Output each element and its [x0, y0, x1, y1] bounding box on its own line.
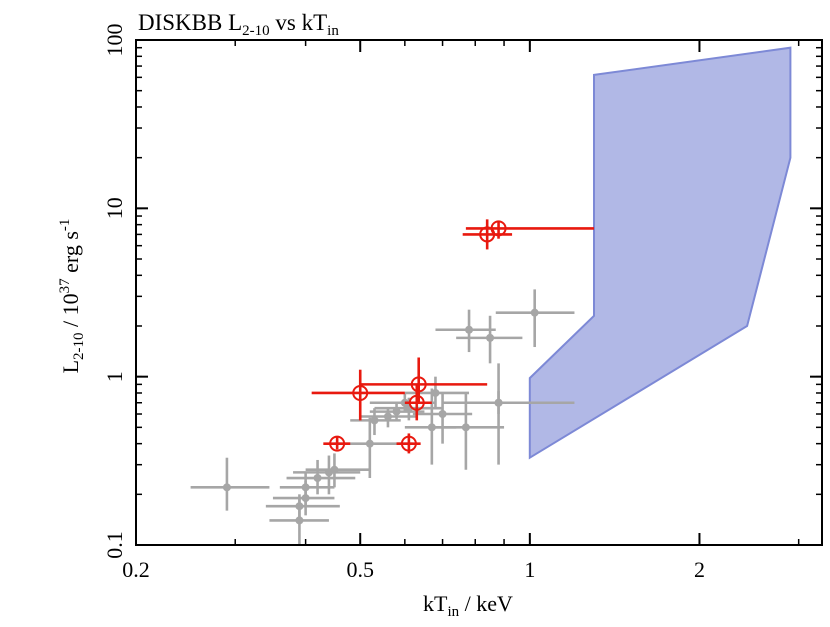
marker: [392, 407, 401, 416]
marker: [486, 333, 495, 342]
data-point-red-2: [311, 369, 405, 421]
marker: [530, 308, 539, 317]
data-point-red-1: [323, 435, 351, 452]
data-point-red-3: [396, 433, 421, 454]
marker: [465, 325, 474, 334]
marker: [352, 384, 369, 401]
plot-area: 0.2 0.5 1 2 0.1 1 10 100: [102, 24, 823, 582]
data-point-gray-8: [305, 453, 370, 488]
data-point-gray-3: [265, 494, 340, 521]
data-point-gray-20: [456, 315, 523, 364]
marker: [222, 483, 231, 492]
data-point-gray-22: [459, 391, 542, 415]
marker: [330, 465, 339, 474]
marker: [329, 435, 346, 452]
data-point-gray-23: [495, 289, 575, 348]
data-point-gray-18: [435, 392, 505, 470]
marker: [365, 439, 374, 448]
y-tick-label: 1: [102, 371, 127, 382]
plot-frame: [135, 39, 823, 546]
data-point-gray-6: [286, 459, 356, 495]
marker: [438, 410, 447, 419]
marker: [490, 220, 507, 237]
marker: [431, 388, 440, 397]
x-axis-label: kTin / keV: [423, 591, 513, 620]
chart-title: DISKBB L2-10 vs kTin: [138, 10, 339, 39]
minor-ticks: [135, 40, 822, 546]
x-tick-label: 0.2: [122, 557, 150, 582]
y-tick-label: 10: [102, 197, 127, 219]
data-point-gray-17: [412, 392, 473, 444]
marker: [301, 483, 310, 492]
y-tick-label: 0.1: [102, 531, 127, 559]
marker: [427, 423, 436, 432]
series-red: [311, 219, 595, 454]
data-point-gray-12: [369, 402, 425, 421]
data-point-gray-19: [435, 309, 496, 353]
series-gray: [190, 289, 575, 545]
data-point-red-7: [465, 220, 595, 239]
blue-shaded-region: [528, 46, 792, 460]
x-tick-label: 2: [694, 557, 705, 582]
marker: [408, 394, 425, 411]
marker: [313, 474, 322, 483]
x-tick-label: 1: [524, 557, 535, 582]
marker: [400, 435, 417, 452]
data-point-gray-1: [190, 457, 270, 511]
y-axis-label: L2-10 / 1037 erg s-1: [57, 219, 87, 374]
marker: [295, 502, 304, 511]
marker: [410, 376, 427, 393]
marker: [461, 423, 470, 432]
marker: [370, 416, 379, 425]
y-tick-label: 100: [102, 24, 127, 57]
marker: [494, 398, 503, 407]
x-tick-label: 0.5: [346, 557, 374, 582]
data-point-red-5: [360, 357, 488, 403]
marker: [383, 412, 392, 421]
